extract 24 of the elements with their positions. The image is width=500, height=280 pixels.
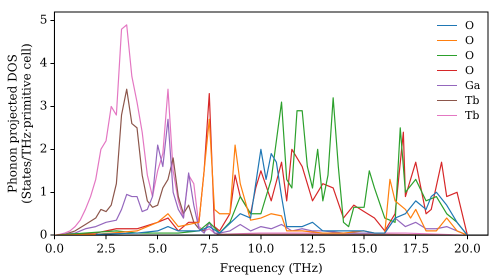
y-tick-label: 3 <box>40 98 48 113</box>
y-tick-label: 1 <box>40 184 48 198</box>
legend-label: Tb <box>465 93 480 108</box>
legend-label: O <box>465 48 474 63</box>
legend-label: Tb <box>465 108 480 123</box>
x-axis-title: Frequency (THz) <box>220 260 323 275</box>
legend-label: O <box>465 63 474 78</box>
y-tick-label: 5 <box>40 12 48 27</box>
legend-label: O <box>465 33 474 48</box>
y-tick-label: 4 <box>40 56 48 70</box>
x-tick-label: 12.5 <box>299 242 326 256</box>
x-tick-label: 5.0 <box>148 242 168 256</box>
x-tick-label: 0.0 <box>44 242 64 256</box>
legend-label: O <box>465 18 474 33</box>
x-tick-label: 7.5 <box>200 242 219 256</box>
x-tick-label: 15.0 <box>350 242 378 256</box>
y-tick-label: 0 <box>40 227 48 242</box>
x-tick-label: 10.0 <box>248 242 274 256</box>
x-tick-label: 2.5 <box>96 242 116 256</box>
legend-label: Ga <box>465 78 480 93</box>
x-tick-label: 20.0 <box>454 242 481 256</box>
y-tick-label: 2 <box>40 141 48 156</box>
y-axis-title: Phonon projected DOS (States/THz·primitive cell) <box>5 43 34 204</box>
x-tick-label: 17.5 <box>402 242 430 256</box>
